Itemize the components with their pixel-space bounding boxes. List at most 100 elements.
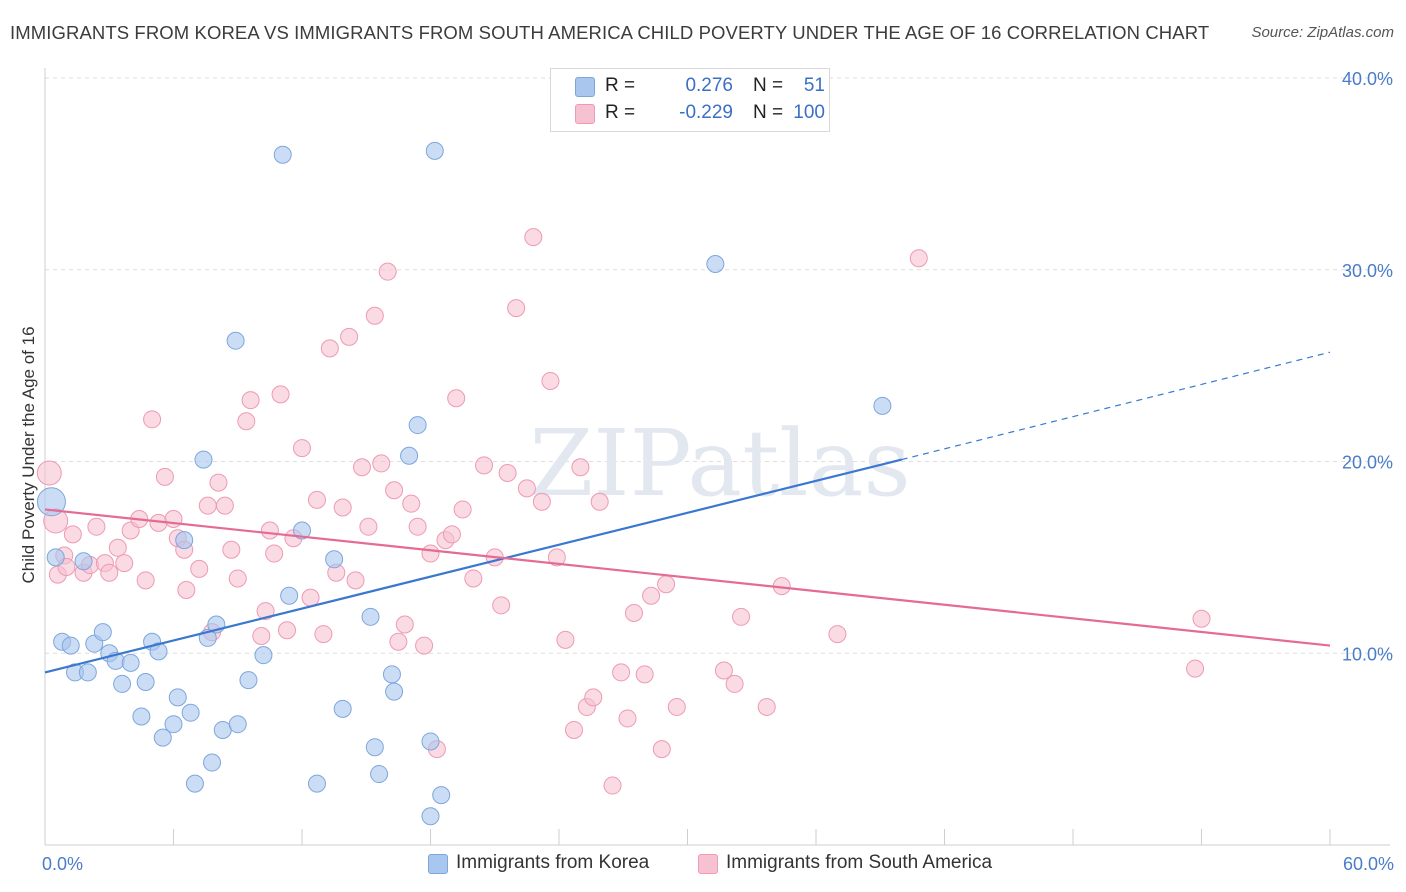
korea-point: [213, 720, 232, 739]
n-value: 51: [803, 75, 825, 96]
korea-point: [307, 774, 326, 793]
korea-point: [185, 774, 204, 793]
south-america-point: [590, 492, 609, 511]
south-america-point: [909, 249, 928, 268]
south-america-point: [652, 740, 671, 759]
korea-point: [382, 665, 401, 684]
south-america-point: [389, 632, 408, 651]
korea-swatch: [428, 854, 448, 874]
south-america-point: [532, 492, 551, 511]
legend-label: Immigrants from Korea: [456, 852, 650, 873]
south-america-point: [209, 473, 228, 492]
korea-point: [61, 636, 80, 655]
korea-swatch: [575, 77, 595, 97]
south-america-point: [453, 500, 472, 519]
south-america-point: [108, 538, 127, 557]
south-america-point: [556, 630, 575, 649]
south-america-point: [464, 569, 483, 588]
south-america-point: [222, 540, 241, 559]
south-america-point: [635, 665, 654, 684]
south-america-point: [507, 299, 526, 318]
korea-point: [365, 738, 384, 757]
chart-title: IMMIGRANTS FROM KOREA VS IMMIGRANTS FROM…: [10, 22, 1210, 43]
korea-point: [706, 254, 725, 273]
south-america-point: [256, 602, 275, 621]
south-america-point: [442, 525, 461, 544]
south-america-point: [293, 439, 311, 458]
south-america-points: [36, 228, 1211, 795]
korea-point: [873, 396, 892, 415]
south-america-point: [541, 371, 560, 390]
south-america-point: [228, 569, 247, 588]
korea-point: [254, 646, 273, 665]
y-tick-label: 10.0%: [1342, 644, 1393, 664]
korea-point: [168, 688, 187, 707]
korea-point: [333, 699, 352, 718]
korea-point: [36, 487, 66, 517]
south-america-point: [498, 464, 517, 483]
south-america-point: [378, 262, 397, 281]
korea-point: [425, 141, 444, 160]
x-tick-labels: 0.0% 60.0%: [42, 854, 1394, 874]
korea-point: [239, 671, 258, 690]
korea-point: [421, 732, 440, 751]
south-america-point: [155, 467, 174, 486]
south-america-point: [714, 661, 733, 680]
south-america-point: [237, 412, 256, 431]
south-america-point: [828, 625, 847, 644]
korea-point: [149, 642, 168, 661]
south-america-point: [252, 626, 271, 645]
south-america-point: [415, 636, 434, 655]
south-america-point: [657, 575, 676, 594]
y-tick-labels: 10.0% 20.0% 30.0% 40.0%: [1342, 69, 1393, 664]
south-america-point: [1186, 659, 1205, 678]
south-america-point: [215, 496, 234, 515]
korea-point: [385, 682, 404, 701]
south-america-point: [584, 688, 603, 707]
korea-point: [175, 531, 194, 550]
x-tick-label: 0.0%: [42, 854, 83, 874]
korea-point: [226, 331, 245, 350]
south-america-point: [725, 674, 744, 693]
korea-point: [408, 416, 427, 435]
south-america-point: [271, 385, 290, 404]
south-america-point: [143, 410, 162, 429]
korea-point: [361, 607, 380, 626]
south-america-point: [618, 709, 637, 728]
south-america-point: [408, 517, 427, 536]
axes: [44, 68, 1390, 846]
south-america-point: [492, 596, 511, 615]
south-america-point: [1192, 609, 1211, 628]
korea-trend-extension: [901, 351, 1331, 461]
south-america-point: [603, 776, 622, 795]
series-legend: Immigrants from Korea Immigrants from So…: [0, 852, 1406, 878]
korea-point: [181, 703, 200, 722]
korea-point: [370, 765, 389, 784]
korea-point: [113, 674, 132, 693]
south-america-point: [352, 458, 371, 477]
south-america-point: [447, 389, 466, 408]
korea-point: [194, 450, 213, 469]
korea-point: [421, 807, 440, 826]
south-america-point: [87, 517, 106, 536]
south-america-point: [346, 571, 365, 590]
korea-point: [273, 145, 292, 164]
south-america-trend-line: [44, 508, 1331, 647]
south-america-point: [63, 525, 82, 544]
korea-point: [121, 653, 140, 672]
south-america-point: [307, 490, 326, 509]
gridlines: [45, 77, 1390, 654]
south-america-point: [624, 603, 643, 622]
korea-point: [46, 548, 65, 567]
south-america-point: [260, 521, 279, 540]
south-america-point: [177, 580, 196, 599]
south-america-point: [642, 586, 661, 605]
y-tick-label: 40.0%: [1342, 69, 1393, 89]
korea-point: [432, 786, 451, 805]
south-america-point: [320, 339, 339, 358]
korea-point: [136, 673, 155, 692]
r-label: R =: [605, 102, 636, 123]
correlation-legend: R = 0.276 N = 51 R = -0.229 N = 100: [550, 68, 830, 132]
south-america-point: [198, 496, 217, 515]
